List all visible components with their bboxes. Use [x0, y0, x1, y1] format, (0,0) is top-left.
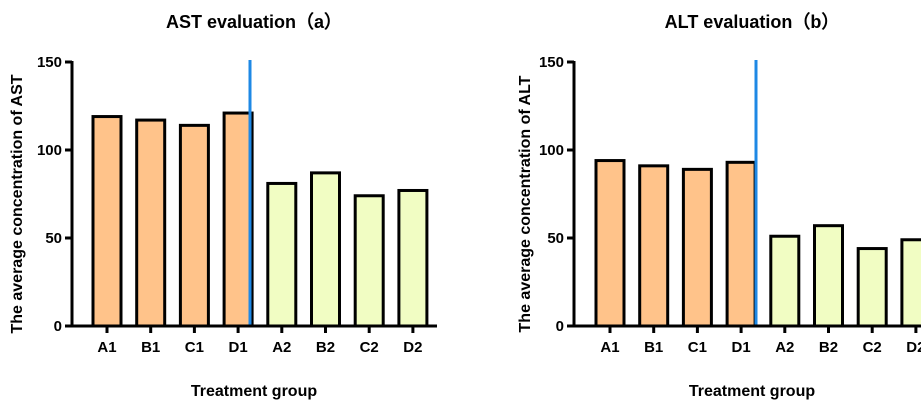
x-tick-label: C2	[360, 339, 379, 356]
chart-alt: ALT evaluation（b） The average concentrati…	[517, 12, 921, 400]
x-tick-label: B2	[316, 339, 335, 356]
chart-title: AST evaluation（a）	[166, 12, 342, 32]
chart-ast: AST evaluation（a） The average concentrati…	[9, 12, 437, 400]
x-tick-label: D1	[229, 339, 248, 356]
x-tick-label: D1	[732, 339, 751, 356]
bar-a1	[594, 159, 626, 328]
bar-c1	[178, 123, 210, 328]
bar-c2	[856, 247, 888, 328]
y-tick-label: 150	[539, 54, 564, 71]
bar-b1	[135, 118, 167, 328]
x-tick-label: D2	[403, 339, 422, 356]
chart-title: ALT evaluation（b）	[665, 12, 840, 32]
x-tick-label: B2	[819, 339, 838, 356]
x-tick-label: C1	[185, 339, 204, 356]
bar-c1	[681, 167, 713, 328]
bar-b1	[638, 164, 670, 328]
bar-d1	[222, 111, 254, 328]
x-tick-label: D2	[906, 339, 921, 356]
bar-a1	[91, 115, 123, 328]
x-tick-label: A1	[97, 339, 116, 356]
bar-d2	[397, 188, 429, 328]
bar-a2	[769, 234, 801, 328]
bar-b2	[813, 224, 844, 328]
bar-b2	[310, 171, 341, 328]
y-tick-label: 0	[556, 318, 564, 335]
x-tick-label: B1	[141, 339, 160, 356]
y-tick-label: 150	[37, 54, 62, 71]
y-tick-label: 0	[54, 318, 62, 335]
y-tick-label: 100	[37, 142, 62, 159]
x-tick-label: B1	[644, 339, 663, 356]
x-tick-label: C2	[863, 339, 882, 356]
x-axis-label: Treatment group	[689, 383, 815, 400]
x-tick-label: A2	[775, 339, 794, 356]
y-tick-label: 50	[45, 230, 62, 247]
x-tick-label: A1	[600, 339, 619, 356]
y-axis-label: The average concentration of ALT	[517, 75, 534, 332]
y-tick-label: 100	[539, 142, 564, 159]
bar-d1	[725, 160, 757, 328]
y-axis-label: The average concentration of AST	[9, 74, 26, 333]
bar-a2	[266, 181, 298, 328]
x-tick-label: C1	[688, 339, 707, 356]
x-axis-label: Treatment group	[191, 383, 317, 400]
y-tick-label: 50	[547, 230, 564, 247]
bar-c2	[353, 194, 385, 328]
bar-d2	[900, 238, 921, 328]
x-tick-label: A2	[272, 339, 291, 356]
